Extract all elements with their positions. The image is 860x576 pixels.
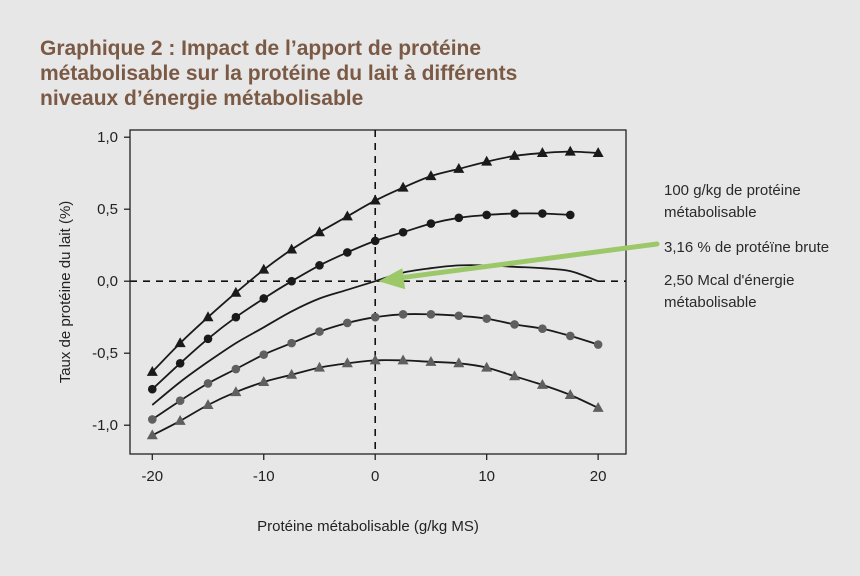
- data-point: [509, 150, 521, 160]
- data-point: [202, 311, 214, 322]
- data-point: [510, 320, 519, 329]
- data-point: [398, 310, 408, 319]
- y-tick-label: 1,0: [97, 129, 118, 146]
- series-line-4: [151, 359, 599, 437]
- data-point: [397, 181, 409, 192]
- x-tick-label: -10: [253, 468, 275, 485]
- data-point: [258, 376, 270, 386]
- data-point: [341, 210, 353, 221]
- data-point: [510, 209, 519, 218]
- annotation-arrow-shaft: [394, 241, 660, 281]
- data-point: [426, 310, 436, 319]
- data-point: [453, 357, 465, 368]
- data-point: [536, 378, 548, 389]
- data-point: [398, 227, 408, 237]
- annotation-crude-protein: 3,16 % de protéïne brute: [664, 239, 830, 256]
- data-point: [146, 429, 158, 440]
- data-point: [369, 194, 381, 205]
- data-point: [341, 357, 353, 368]
- data-point: [482, 314, 491, 323]
- annotation-energy: 2,50 Mcal d'énergie métabolisable: [664, 272, 795, 311]
- y-tick-label: -1,0: [92, 417, 118, 434]
- data-point: [313, 226, 325, 237]
- data-point: [231, 312, 241, 322]
- data-point: [453, 162, 465, 173]
- data-point: [147, 415, 157, 424]
- data-point: [313, 361, 325, 372]
- data-point: [203, 334, 213, 344]
- data-point: [370, 312, 380, 322]
- data-point: [538, 209, 547, 218]
- x-tick-label: 20: [590, 468, 607, 485]
- data-point: [258, 263, 270, 274]
- data-point: [425, 170, 437, 181]
- data-point: [287, 338, 296, 348]
- data-point: [592, 147, 604, 158]
- data-point: [592, 402, 604, 412]
- data-point: [481, 155, 493, 166]
- y-axis-label: Taux de protéine du lait (%): [57, 201, 74, 384]
- data-point: [454, 311, 464, 321]
- chart-title: Graphique 2 : Impact de l’apport de prot…: [40, 37, 518, 110]
- y-tick-label: 0,5: [97, 201, 118, 218]
- data-point: [369, 354, 381, 365]
- data-point: [565, 210, 575, 220]
- series-line-2: [151, 264, 599, 406]
- data-point: [509, 370, 521, 381]
- data-point: [231, 364, 241, 374]
- data-point: [454, 213, 464, 223]
- data-point: [175, 396, 185, 406]
- data-point: [174, 337, 186, 348]
- data-point: [315, 261, 324, 270]
- data-point: [343, 248, 352, 257]
- data-point: [203, 379, 213, 388]
- series-line-1: [151, 212, 571, 390]
- data-point: [175, 358, 185, 368]
- data-point: [593, 340, 603, 349]
- data-point: [230, 286, 242, 297]
- x-tick-label: 10: [478, 468, 495, 485]
- data-point: [536, 147, 548, 158]
- data-point: [481, 361, 493, 372]
- y-tick-label: 0,0: [97, 273, 118, 290]
- data-point: [146, 366, 158, 376]
- data-point: [370, 236, 380, 246]
- data-point: [426, 219, 436, 228]
- x-axis-label: Protéine métabolisable (g/kg MS): [257, 518, 479, 535]
- data-point: [202, 399, 214, 410]
- data-point: [564, 389, 576, 399]
- data-point: [259, 294, 269, 303]
- x-tick-label: 0: [371, 468, 379, 485]
- data-point: [174, 414, 186, 425]
- data-point: [315, 327, 324, 336]
- data-point: [425, 355, 437, 366]
- data-point: [259, 350, 269, 359]
- data-point: [286, 243, 298, 254]
- data-point: [286, 368, 298, 379]
- annotation-protein: 100 g/kg de protéine métabolisable: [664, 182, 801, 221]
- data-point: [397, 354, 409, 365]
- annotation-arrow-head: [378, 268, 406, 290]
- x-tick-label: -20: [141, 468, 163, 485]
- data-point: [482, 210, 491, 220]
- plot-frame: [129, 129, 627, 455]
- data-point: [343, 318, 352, 328]
- y-tick-label: -0,5: [92, 345, 118, 362]
- data-point: [287, 276, 296, 286]
- data-point: [230, 386, 242, 397]
- data-point: [147, 384, 157, 394]
- data-point: [538, 324, 547, 334]
- data-point: [564, 145, 576, 156]
- data-point: [565, 331, 575, 341]
